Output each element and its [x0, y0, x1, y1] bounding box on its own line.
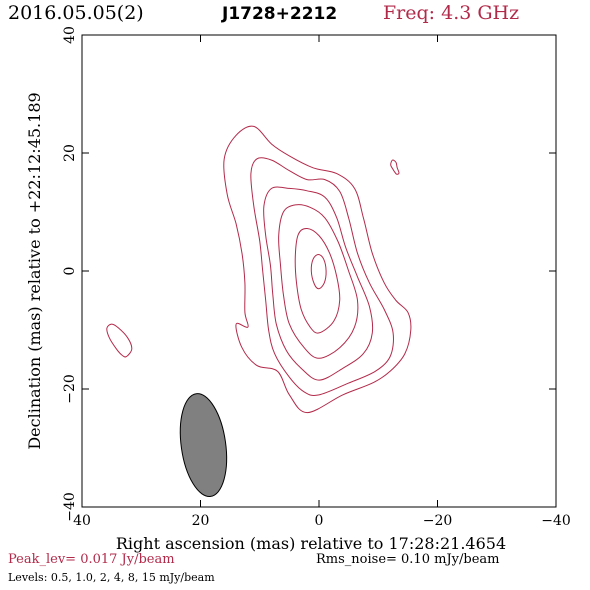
epoch-date: 2016.05.05(2) — [8, 2, 144, 24]
x-tick-label: −40 — [541, 513, 571, 529]
y-tick-label: 0 — [62, 267, 78, 276]
contour-line — [106, 323, 133, 358]
rms-noise-text: Rms_noise= 0.10 mJy/beam — [316, 552, 500, 567]
beam-ellipse — [179, 393, 228, 497]
x-tick-label: 40 — [73, 513, 91, 529]
contour-line — [310, 253, 327, 290]
contour-line — [223, 125, 412, 414]
x-tick-label: −20 — [423, 513, 453, 529]
peak-level-text: Peak_lev= 0.017 Jy/beam — [8, 552, 175, 567]
y-tick-label: −40 — [62, 492, 78, 522]
frequency-label: Freq: 4.3 GHz — [383, 2, 520, 24]
x-axis-label: Right ascension (mas) relative to 17:28:… — [116, 534, 506, 553]
contour-line — [390, 159, 400, 175]
y-tick-label: 20 — [62, 144, 78, 162]
contour-levels-text: Levels: 0.5, 1.0, 2, 4, 8, 15 mJy/beam — [8, 571, 215, 584]
contour-line — [278, 204, 359, 359]
source-name: J1728+2212 — [222, 4, 338, 24]
y-tick-label: −20 — [62, 374, 78, 404]
contour-line — [294, 227, 341, 334]
contour-line — [250, 157, 394, 396]
y-axis-label: Declination (mas) relative to +22:12:45.… — [25, 92, 44, 449]
contour-line — [263, 186, 374, 381]
x-tick-label: 0 — [315, 513, 324, 529]
x-tick-label: 20 — [192, 513, 210, 529]
y-tick-label: 40 — [62, 26, 78, 44]
plot-frame — [81, 34, 557, 508]
